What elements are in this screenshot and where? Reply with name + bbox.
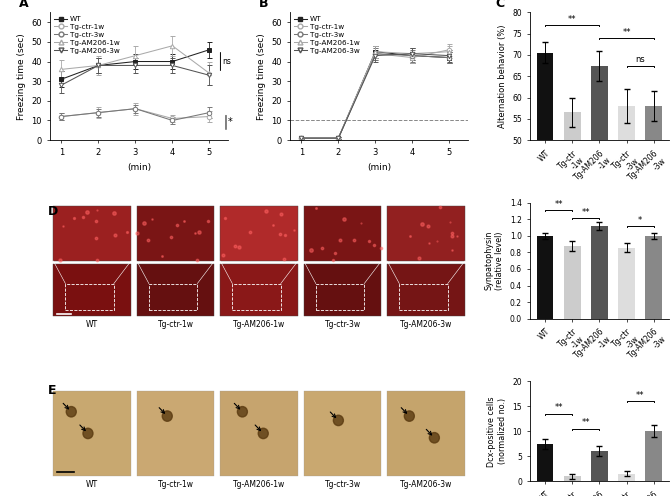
Text: Tg-AM206-1w: Tg-AM206-1w	[233, 320, 285, 329]
Circle shape	[83, 428, 93, 438]
Bar	[137, 206, 214, 261]
Text: Tg-ctr-3w: Tg-ctr-3w	[325, 480, 361, 489]
Bar	[304, 206, 382, 261]
Text: WT: WT	[86, 320, 98, 329]
Circle shape	[258, 428, 268, 438]
Bar	[316, 284, 364, 310]
Y-axis label: Dcx-positive cells
(normalized no.): Dcx-positive cells (normalized no.)	[487, 396, 507, 467]
Bar	[618, 248, 635, 318]
Bar	[399, 284, 448, 310]
Y-axis label: Freezing time (sec): Freezing time (sec)	[17, 33, 26, 120]
Bar	[591, 451, 608, 481]
Text: Tg-ctr-1w: Tg-ctr-1w	[158, 320, 194, 329]
Bar	[53, 391, 131, 476]
Text: ns: ns	[636, 56, 645, 64]
Text: E: E	[48, 384, 56, 397]
Bar	[564, 476, 581, 481]
Bar	[233, 284, 281, 310]
Bar	[65, 284, 114, 310]
Text: B: B	[258, 0, 268, 10]
Bar	[564, 113, 581, 140]
Bar	[304, 391, 382, 476]
Text: *: *	[228, 118, 233, 127]
Text: ns: ns	[222, 57, 231, 66]
Circle shape	[405, 411, 415, 421]
Circle shape	[429, 433, 439, 443]
X-axis label: (min): (min)	[367, 163, 391, 172]
Bar	[618, 474, 635, 481]
Y-axis label: Synpatophysin
(relative level): Synpatophysin (relative level)	[485, 231, 504, 291]
Text: Tg-AM206-3w: Tg-AM206-3w	[400, 320, 452, 329]
Bar	[53, 206, 131, 261]
Circle shape	[162, 411, 172, 421]
Text: *: *	[638, 216, 642, 225]
Bar	[149, 284, 198, 310]
Bar	[220, 264, 298, 316]
Bar	[387, 391, 465, 476]
Bar	[304, 264, 382, 316]
Bar	[137, 264, 214, 316]
Bar	[536, 444, 554, 481]
Y-axis label: Freezing time (sec): Freezing time (sec)	[257, 33, 266, 120]
Text: Tg-ctr-3w: Tg-ctr-3w	[325, 320, 361, 329]
Text: C: C	[496, 0, 505, 10]
Legend: WT, Tg-ctr-1w, Tg-ctr-3w, Tg-AM206-1w, Tg-AM206-3w: WT, Tg-ctr-1w, Tg-ctr-3w, Tg-AM206-1w, T…	[291, 13, 362, 57]
Text: **: **	[581, 418, 590, 427]
Text: **: **	[622, 28, 631, 37]
Bar	[646, 236, 663, 318]
Bar	[220, 391, 298, 476]
Circle shape	[67, 407, 77, 417]
Text: Tg-AM206-1w: Tg-AM206-1w	[233, 480, 285, 489]
Bar	[220, 206, 298, 261]
Text: **: **	[581, 208, 590, 217]
Circle shape	[333, 415, 343, 426]
Text: Tg-ctr-1w: Tg-ctr-1w	[158, 480, 194, 489]
Y-axis label: Alternation behavior (%): Alternation behavior (%)	[497, 24, 507, 128]
Bar	[646, 106, 663, 140]
Text: **: **	[568, 15, 577, 24]
Bar	[591, 65, 608, 140]
Bar	[387, 264, 465, 316]
Bar	[137, 391, 214, 476]
Text: **: **	[554, 200, 563, 209]
Circle shape	[237, 407, 247, 417]
Text: **: **	[636, 391, 644, 400]
Bar	[646, 431, 663, 481]
Text: **: **	[554, 403, 563, 412]
Text: A: A	[18, 0, 28, 10]
X-axis label: (min): (min)	[127, 163, 151, 172]
Bar	[618, 106, 635, 140]
Text: WT: WT	[86, 480, 98, 489]
Text: D: D	[48, 204, 58, 218]
Legend: WT, Tg-ctr-1w, Tg-ctr-3w, Tg-AM206-1w, Tg-AM206-3w: WT, Tg-ctr-1w, Tg-ctr-3w, Tg-AM206-1w, T…	[51, 13, 122, 57]
Bar	[53, 264, 131, 316]
Bar	[387, 206, 465, 261]
Bar	[536, 53, 554, 140]
Bar	[564, 246, 581, 318]
Bar	[536, 236, 554, 318]
Bar	[591, 226, 608, 318]
Text: Tg-AM206-3w: Tg-AM206-3w	[400, 480, 452, 489]
